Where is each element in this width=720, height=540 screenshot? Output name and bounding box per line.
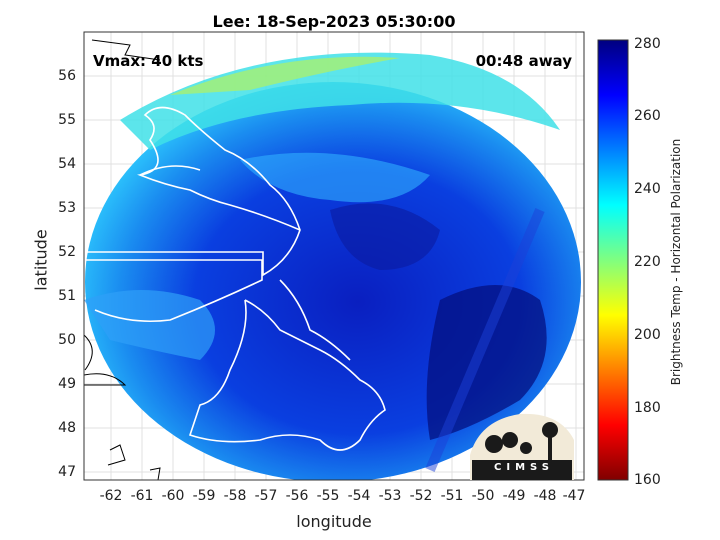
y-tick: 51 <box>58 288 76 304</box>
coastlines <box>84 106 386 451</box>
x-tick: -58 <box>223 488 247 504</box>
x-tick: -48 <box>533 488 557 504</box>
cimss-logo <box>470 413 574 480</box>
y-tick: 48 <box>58 420 76 436</box>
x-axis-label: longitude <box>296 512 372 531</box>
x-tick: -57 <box>254 488 278 504</box>
y-tick: 50 <box>58 332 76 348</box>
x-tick: -52 <box>409 488 433 504</box>
x-tick: -60 <box>161 488 185 504</box>
x-tick: -61 <box>130 488 154 504</box>
away-label: 00:48 away <box>475 52 572 70</box>
x-tick: -49 <box>502 488 526 504</box>
colorbar-tick: 200 <box>634 327 661 343</box>
colorbar-tick: 240 <box>634 181 661 197</box>
x-tick: -50 <box>471 488 495 504</box>
vmax-label: Vmax: 40 kts <box>93 52 204 70</box>
x-tick: -59 <box>192 488 216 504</box>
y-tick: 55 <box>58 112 76 128</box>
x-tick: -47 <box>562 488 586 504</box>
x-tick: -53 <box>378 488 402 504</box>
x-tick: -56 <box>285 488 309 504</box>
x-tick: -54 <box>347 488 371 504</box>
logo-text: CIMSS <box>494 462 554 473</box>
y-tick: 49 <box>58 376 76 392</box>
colorbar-tick: 260 <box>634 108 661 124</box>
axes-frame <box>83 31 585 481</box>
y-tick: 53 <box>58 200 76 216</box>
colorbar-tick: 220 <box>634 254 661 270</box>
y-tick: 47 <box>58 464 76 480</box>
colorbar-tick: 280 <box>634 36 661 52</box>
x-tick: -51 <box>440 488 464 504</box>
swath-top-edge <box>170 56 400 95</box>
colorbar-label: Brightness Temp - Horizontal Polarizatio… <box>669 138 683 386</box>
colorbar <box>597 39 629 481</box>
x-tick: -55 <box>316 488 340 504</box>
x-tick: -62 <box>99 488 123 504</box>
y-tick: 52 <box>58 244 76 260</box>
plot-title: Lee: 18-Sep-2023 05:30:00 <box>212 12 456 31</box>
colorbar-tick: 160 <box>634 472 661 488</box>
colorbar-tick: 180 <box>634 400 661 416</box>
y-axis-label: latitude <box>31 229 51 291</box>
y-tick: 54 <box>58 156 76 172</box>
coastline-outside <box>83 39 161 481</box>
y-tick: 56 <box>58 68 76 84</box>
